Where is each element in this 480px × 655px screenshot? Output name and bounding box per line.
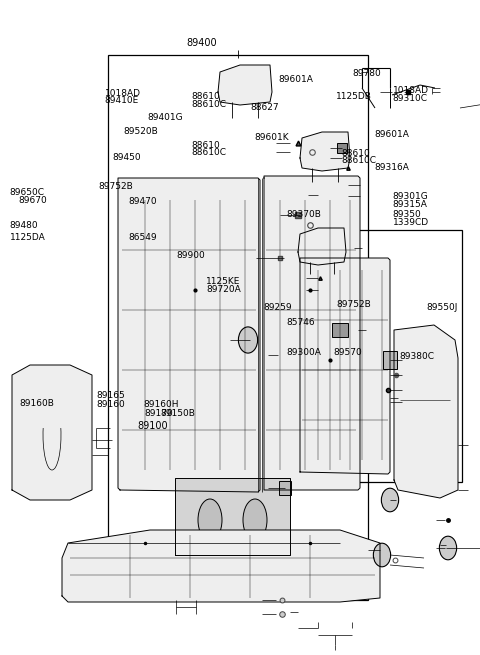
Polygon shape <box>394 325 458 498</box>
Text: 1018AD: 1018AD <box>393 86 429 95</box>
Text: 88610: 88610 <box>191 92 220 102</box>
Text: 89450: 89450 <box>112 153 141 162</box>
Text: 89752B: 89752B <box>336 300 371 309</box>
Circle shape <box>373 543 391 567</box>
Text: 89900: 89900 <box>177 251 205 260</box>
Bar <box>332 323 348 337</box>
Bar <box>383 351 396 369</box>
Text: 89752B: 89752B <box>98 182 132 191</box>
Ellipse shape <box>198 499 222 541</box>
Text: 89401G: 89401G <box>148 113 183 122</box>
Text: 89550J: 89550J <box>426 303 457 312</box>
Polygon shape <box>175 478 290 555</box>
Text: 89316A: 89316A <box>374 163 409 172</box>
Polygon shape <box>300 132 350 171</box>
Circle shape <box>381 488 398 512</box>
Text: 89150B: 89150B <box>161 409 196 419</box>
Text: 88610C: 88610C <box>191 148 226 157</box>
Text: 89670: 89670 <box>18 196 47 205</box>
Text: 89300A: 89300A <box>286 348 321 357</box>
Text: 89650C: 89650C <box>10 188 45 197</box>
Text: 89160: 89160 <box>96 400 125 409</box>
Text: 89470: 89470 <box>129 197 157 206</box>
Text: 89400: 89400 <box>186 37 217 48</box>
Text: 89370B: 89370B <box>286 210 321 219</box>
Text: 89160B: 89160B <box>19 399 54 408</box>
Circle shape <box>239 327 258 353</box>
Text: 1018AD: 1018AD <box>105 88 141 98</box>
Text: 89259: 89259 <box>263 303 292 312</box>
Text: 89601K: 89601K <box>254 133 289 142</box>
Text: 89601A: 89601A <box>374 130 409 139</box>
Text: 85746: 85746 <box>286 318 315 327</box>
Polygon shape <box>118 178 260 492</box>
Text: 89165: 89165 <box>96 391 125 400</box>
Text: 1339CD: 1339CD <box>393 218 429 227</box>
Text: 88627: 88627 <box>251 103 279 112</box>
Text: 89780: 89780 <box>353 69 382 78</box>
Text: 89310C: 89310C <box>393 94 428 103</box>
Ellipse shape <box>243 499 267 541</box>
Text: 89160H: 89160H <box>143 400 179 409</box>
Text: 89520B: 89520B <box>124 126 158 136</box>
Bar <box>296 230 462 482</box>
Text: 88610C: 88610C <box>191 100 226 109</box>
Polygon shape <box>264 176 360 490</box>
Text: 89315A: 89315A <box>393 200 428 209</box>
Text: 89570: 89570 <box>333 348 362 357</box>
Text: 1125DA: 1125DA <box>10 233 45 242</box>
Text: 88610: 88610 <box>191 141 220 150</box>
Bar <box>337 143 347 153</box>
Bar <box>279 481 291 495</box>
Polygon shape <box>12 365 92 500</box>
Text: 89380C: 89380C <box>399 352 434 361</box>
Polygon shape <box>298 228 346 265</box>
Text: 1125KE: 1125KE <box>206 277 241 286</box>
Text: 86549: 86549 <box>129 233 157 242</box>
Text: 88610: 88610 <box>342 149 371 158</box>
Bar <box>108 55 368 600</box>
Text: 89350: 89350 <box>393 210 421 219</box>
Text: 89170: 89170 <box>144 409 173 419</box>
Text: 89100: 89100 <box>137 421 168 431</box>
Circle shape <box>439 536 456 560</box>
Text: 1125DB: 1125DB <box>336 92 372 102</box>
Text: 88610C: 88610C <box>342 156 377 165</box>
Text: 89301G: 89301G <box>393 192 428 201</box>
Text: 89720A: 89720A <box>206 285 241 294</box>
Text: 89601A: 89601A <box>278 75 313 84</box>
Polygon shape <box>62 530 380 602</box>
Text: 89480: 89480 <box>10 221 38 231</box>
Text: 89410E: 89410E <box>105 96 139 105</box>
Polygon shape <box>218 65 272 105</box>
Polygon shape <box>300 258 390 474</box>
